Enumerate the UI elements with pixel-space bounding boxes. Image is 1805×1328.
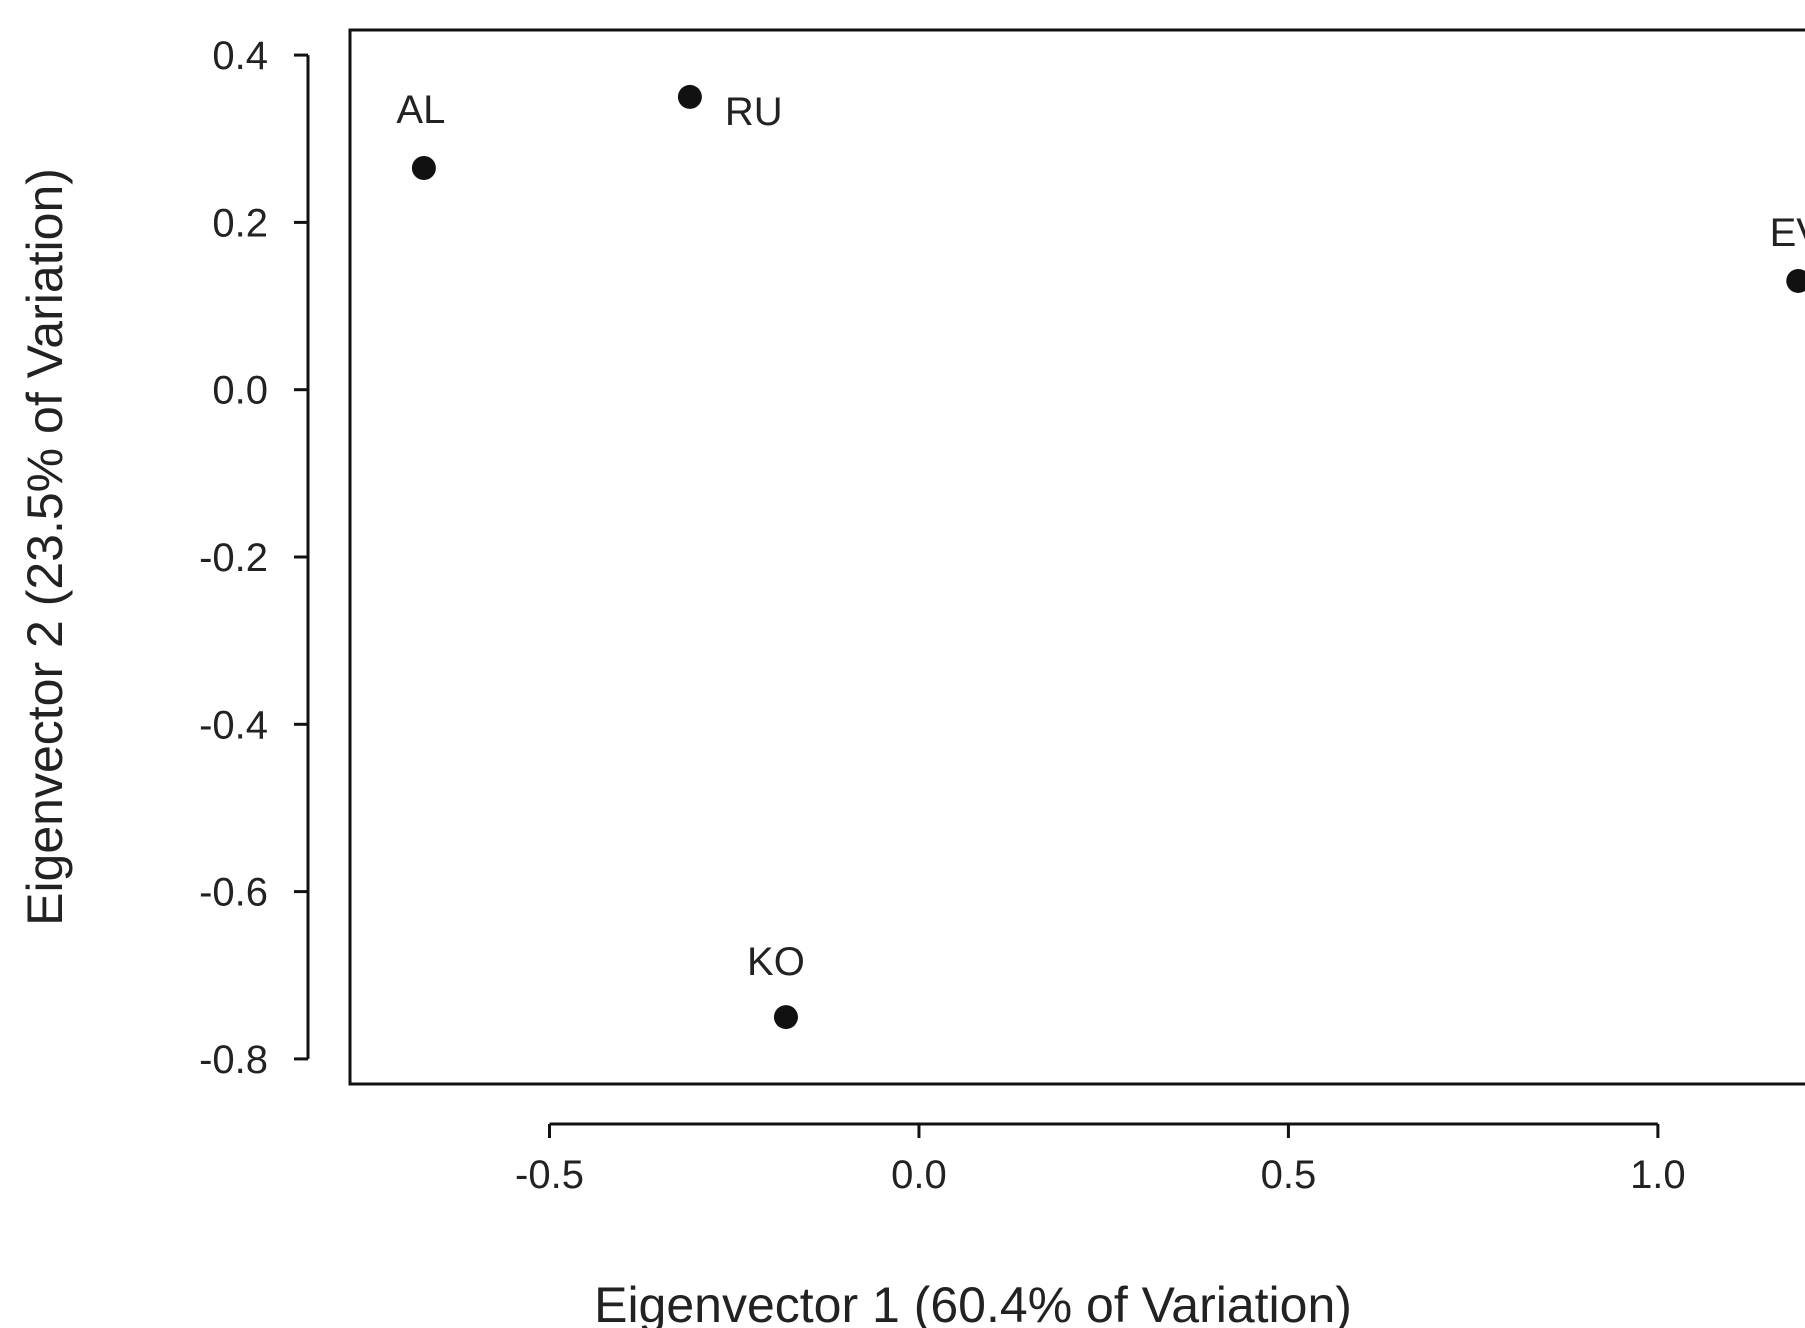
y-axis: 0.4 0.2 0.0 -0.2 -0.4 -0.6 -0.8 [199, 34, 310, 1082]
point-label-ru: RU [725, 90, 783, 134]
x-axis-title: Eigenvector 1 (60.4% of Variation) [594, 1277, 1352, 1328]
point-label-ko: KO [747, 940, 805, 984]
x-axis: -0.5 0.0 0.5 1.0 [515, 1122, 1686, 1197]
y-tick-label: -0.2 [199, 536, 268, 580]
data-point-al [411, 156, 436, 181]
plot-frame [348, 28, 1805, 1086]
y-axis-title: Eigenvector 2 (23.5% of Variation) [17, 168, 73, 926]
y-tick-label: 0.4 [212, 34, 268, 78]
x-tick-label: -0.5 [515, 1153, 584, 1197]
y-tick-label: 0.0 [212, 369, 268, 413]
data-point-ru [677, 84, 702, 109]
point-label-al: AL [396, 88, 445, 132]
point-label-ev: EV [1770, 211, 1805, 255]
data-points: AL RU KO EV [396, 84, 1805, 1030]
x-tick-label: 0.0 [891, 1153, 947, 1197]
x-tick-label: 1.0 [1630, 1153, 1686, 1197]
y-tick-label: 0.2 [212, 201, 268, 245]
x-tick-label: 0.5 [1261, 1153, 1317, 1197]
y-tick-label: -0.4 [199, 703, 268, 747]
data-point-ko [773, 1005, 798, 1030]
y-tick-label: -0.8 [199, 1038, 268, 1082]
y-tick-label: -0.6 [199, 871, 268, 915]
data-point-ev [1786, 268, 1805, 293]
